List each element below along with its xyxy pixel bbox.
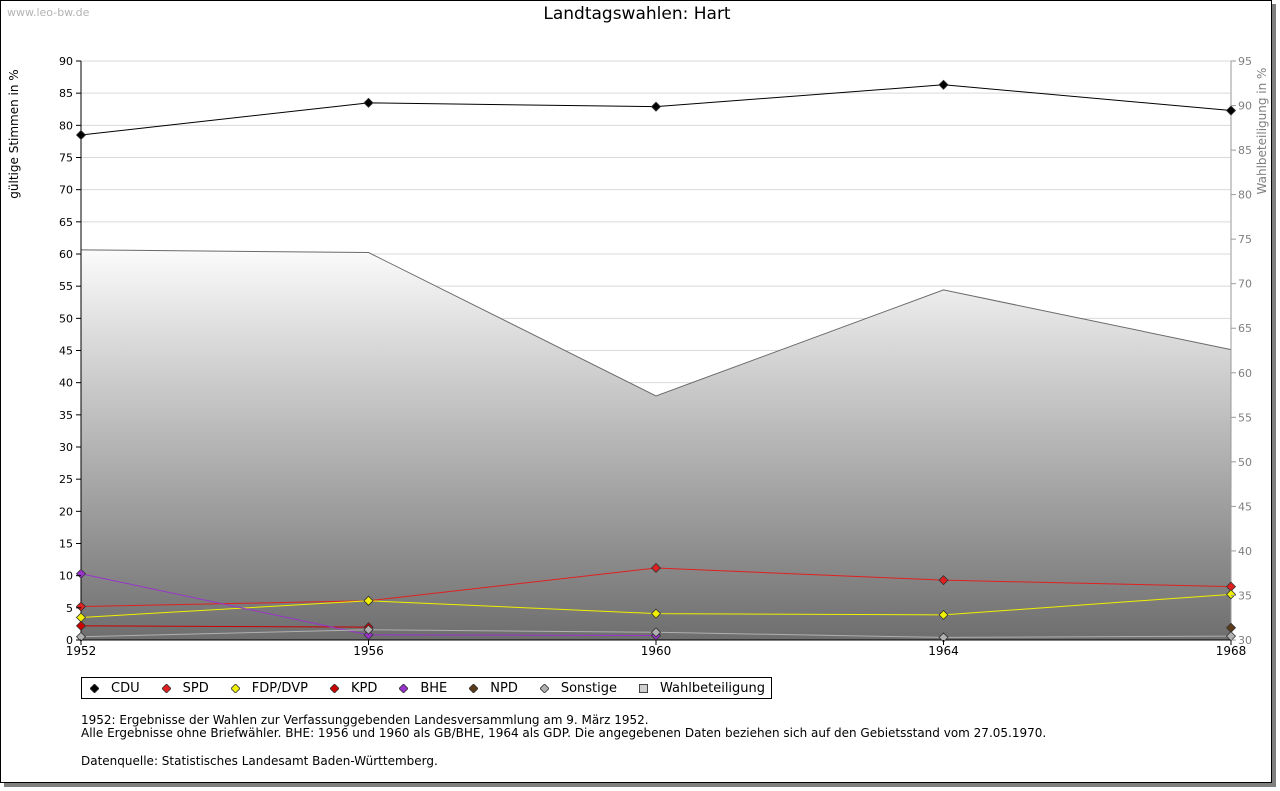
legend-label: Sonstige bbox=[560, 680, 618, 696]
area-wahlbeteiligung bbox=[81, 249, 1231, 640]
point-fdp-dvp bbox=[363, 595, 374, 606]
y2-tick-label: 35 bbox=[1238, 589, 1252, 602]
y-tick-label: 70 bbox=[59, 184, 73, 197]
y-tick-label: 90 bbox=[59, 55, 73, 68]
legend-diamond-icon bbox=[469, 683, 479, 693]
y2-tick-label: 60 bbox=[1238, 367, 1252, 380]
y-tick-label: 85 bbox=[59, 87, 73, 100]
x-tick-label: 1952 bbox=[66, 644, 97, 658]
y2-tick-label: 85 bbox=[1238, 144, 1252, 157]
legend: CDU SPD FDP/DVP KPD BHE NPD Sonstige Wahlbeteil… bbox=[81, 677, 773, 699]
y2-tick-label: 45 bbox=[1238, 500, 1252, 513]
y2-tick-label: 95 bbox=[1238, 55, 1252, 68]
y2-tick-label: 40 bbox=[1238, 545, 1252, 558]
point-fdp-dvp bbox=[938, 609, 949, 620]
y-tick-label: 80 bbox=[59, 119, 73, 132]
legend-label: SPD bbox=[182, 680, 209, 696]
y-tick-label: 25 bbox=[59, 473, 73, 486]
legend-label: KPD bbox=[350, 680, 378, 696]
point-spd bbox=[75, 601, 87, 612]
x-tick-label: 1960 bbox=[641, 644, 672, 658]
legend-diamond-shape bbox=[329, 683, 339, 693]
legend-diamond-shape bbox=[90, 683, 99, 693]
legend-diamond-shape bbox=[161, 683, 171, 693]
y2-tick-label: 80 bbox=[1238, 189, 1252, 202]
legend-label: BHE bbox=[420, 680, 448, 696]
legend-diamond-icon bbox=[161, 683, 171, 693]
y2-tick-label: 70 bbox=[1238, 278, 1252, 291]
y-tick-label: 5 bbox=[66, 602, 73, 615]
y-tick-label: 65 bbox=[59, 216, 73, 229]
point-cdu bbox=[75, 129, 87, 141]
point-kpd bbox=[75, 620, 87, 631]
legend-diamond-shape bbox=[539, 683, 549, 693]
legend-diamond-icon bbox=[90, 683, 99, 693]
legend-square-icon bbox=[639, 683, 649, 693]
y-tick-label: 0 bbox=[66, 634, 73, 647]
line-wahlbeteiligung bbox=[80, 249, 1232, 397]
point-cdu bbox=[938, 79, 949, 90]
legend-item-bhe: BHE bbox=[399, 681, 447, 696]
legend-item-npd: NPD bbox=[469, 681, 518, 696]
x-tick-label: 1964 bbox=[928, 644, 959, 658]
y-tick-label: 15 bbox=[59, 538, 73, 551]
y2-tick-label: 90 bbox=[1238, 100, 1252, 113]
legend-diamond-icon bbox=[539, 683, 549, 693]
footnotes: 1952: Ergebnisse der Wahlen zur Verfassu… bbox=[81, 714, 1046, 740]
legend-item-fdp-dvp: FDP/DVP bbox=[230, 680, 308, 696]
legend-item-kpd: KPD bbox=[329, 680, 378, 696]
y-tick-label: 20 bbox=[59, 505, 73, 518]
point-spd bbox=[938, 575, 949, 586]
legend-label: Wahlbeteiligung bbox=[660, 680, 766, 696]
y2-tick-label: 55 bbox=[1238, 411, 1252, 424]
y2-tick-label: 50 bbox=[1238, 456, 1252, 469]
legend-item-sonstige: Sonstige bbox=[539, 680, 618, 696]
point-sonstige bbox=[650, 627, 662, 638]
footnote-briefwaehler: Alle Ergebnisse ohne Briefwähler. BHE: 1… bbox=[81, 726, 1047, 740]
point-cdu bbox=[650, 101, 662, 112]
point-fdp-dvp bbox=[650, 608, 662, 619]
y-tick-label: 40 bbox=[59, 377, 73, 390]
chart-title: Landtagswahlen: Hart bbox=[543, 4, 731, 24]
legend-item-wahlbeteiligung: Wahlbeteiligung bbox=[639, 681, 765, 696]
legend-label: NPD bbox=[490, 680, 518, 696]
watermark: www.leo-bw.de bbox=[7, 6, 90, 19]
legend-diamond-icon bbox=[329, 683, 339, 693]
y2-tick-label: 75 bbox=[1238, 233, 1252, 246]
y2-tick-label: 30 bbox=[1238, 634, 1252, 647]
legend-item-spd: SPD bbox=[161, 680, 209, 696]
legend-diamond-shape bbox=[230, 683, 240, 693]
point-sonstige bbox=[363, 624, 374, 635]
y-tick-label: 75 bbox=[59, 152, 73, 165]
footnote-1952: 1952: Ergebnisse der Wahlen zur Verfassu… bbox=[81, 713, 649, 727]
point-spd bbox=[650, 562, 662, 574]
x-tick-label: 1968 bbox=[1216, 644, 1247, 658]
legend-item-cdu: CDU bbox=[90, 681, 140, 696]
y-tick-label: 45 bbox=[59, 345, 73, 358]
y-tick-label: 35 bbox=[59, 409, 73, 422]
point-cdu bbox=[1225, 105, 1237, 116]
point-bhe bbox=[363, 629, 374, 640]
y-tick-label: 60 bbox=[59, 248, 73, 261]
line-kpd bbox=[80, 625, 369, 628]
y-tick-label: 55 bbox=[59, 280, 73, 293]
y-tick-label: 30 bbox=[59, 441, 73, 454]
legend-diamond-icon bbox=[230, 683, 240, 693]
legend-diamond-icon bbox=[399, 683, 409, 693]
legend-diamond-shape bbox=[469, 683, 479, 693]
legend-label: FDP/DVP bbox=[251, 680, 308, 696]
point-cdu bbox=[363, 97, 374, 108]
point-fdp-dvp bbox=[1225, 589, 1237, 600]
y-tick-label: 50 bbox=[59, 312, 73, 325]
y-tick-label: 10 bbox=[59, 570, 73, 583]
x-tick-label: 1956 bbox=[353, 644, 384, 658]
legend-diamond-shape bbox=[399, 683, 409, 693]
y2-tick-label: 65 bbox=[1238, 322, 1252, 335]
legend-label: CDU bbox=[111, 680, 140, 696]
plot-area: 0 5 10 15 20 25 30 35 40 45 50 55 60 65 70 75 80 85 90 30 35… bbox=[59, 55, 1252, 658]
data-source: Datenquelle: Statistisches Landesamt Bad… bbox=[81, 754, 438, 768]
